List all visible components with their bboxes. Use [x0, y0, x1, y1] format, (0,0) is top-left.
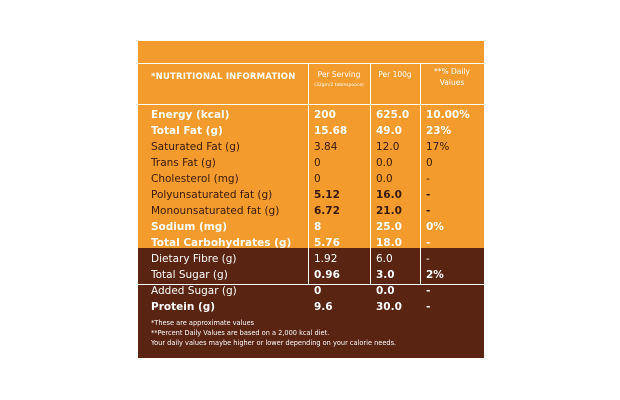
header-top-border [138, 63, 484, 64]
row-label: Trans Fat (g) [151, 157, 216, 169]
row-label: Sodium (mg) [151, 221, 228, 233]
row-per-100g: 3.0 [376, 269, 395, 281]
column-divider-3 [420, 63, 421, 284]
row-per-100g: 0.0 [376, 285, 395, 297]
footnote-2: **Percent Daily Values are based on a 2,… [151, 329, 330, 337]
column-divider-1 [308, 63, 309, 284]
row-per-100g: 16.0 [376, 189, 402, 201]
row-daily-value: 0 [426, 157, 433, 169]
row-daily-value: 23% [426, 125, 452, 137]
row-per-serving: 6.72 [314, 205, 340, 217]
daily-values-line2: Values [439, 78, 465, 87]
row-per-100g: 12.0 [376, 141, 400, 153]
row-label: Energy (kcal) [151, 109, 230, 121]
row-per-100g: 6.0 [376, 253, 393, 265]
row-daily-value: - [426, 301, 431, 313]
row-daily-value: 17% [426, 141, 450, 153]
column-divider-2 [370, 63, 371, 284]
row-per-100g: 18.0 [376, 237, 402, 249]
table-title: *NUTRITIONAL INFORMATION [151, 72, 296, 82]
row-per-serving: 5.12 [314, 189, 340, 201]
row-per-100g: 0.0 [376, 173, 393, 185]
row-per-serving: 8 [314, 221, 322, 233]
row-per-serving: 3.84 [314, 141, 338, 153]
row-label: Protein (g) [151, 301, 216, 313]
row-per-serving: 0.96 [314, 269, 340, 281]
row-daily-value: - [426, 205, 431, 217]
row-per-100g: 0.0 [376, 157, 393, 169]
row-label: Monounsaturated fat (g) [151, 205, 280, 217]
row-daily-value: 2% [426, 269, 444, 281]
row-daily-value: 10.00% [426, 109, 470, 121]
row-daily-value: - [426, 173, 430, 185]
daily-values-line1: **% Daily [434, 67, 470, 76]
row-label: Saturated Fat (g) [151, 141, 241, 153]
row-daily-value: - [426, 253, 430, 265]
row-per-serving: 5.76 [314, 237, 340, 249]
row-per-serving: 1.92 [314, 253, 338, 265]
row-label: Total Fat (g) [151, 125, 223, 137]
lower-section-background [138, 248, 484, 358]
row-per-100g: 25.0 [376, 221, 402, 233]
row-per-serving: 0 [314, 285, 322, 297]
table-bottom-border [138, 284, 484, 285]
row-label: Total Sugar (g) [151, 269, 228, 281]
row-per-serving: 0 [314, 157, 321, 169]
row-per-100g: 49.0 [376, 125, 402, 137]
per-serving-label: Per Serving [317, 70, 361, 79]
row-per-100g: 30.0 [376, 301, 402, 313]
row-per-serving: 15.68 [314, 125, 348, 137]
row-per-100g: 625.0 [376, 109, 410, 121]
header-bottom-border [138, 104, 484, 105]
row-label: Added Sugar (g) [151, 285, 237, 297]
row-per-100g: 21.0 [376, 205, 402, 217]
per-serving-sublabel: (32gm/2 tablespoons) [314, 83, 364, 88]
column-header-per-serving: Per Serving (32gm/2 tablespoons) [308, 69, 370, 91]
column-header-per-100g: Per 100g [378, 70, 412, 79]
row-daily-value: - [426, 189, 431, 201]
row-daily-value: - [426, 285, 431, 297]
nutrition-panel: *NUTRITIONAL INFORMATION Per Serving (32… [138, 41, 484, 358]
footnote-3: Your daily values maybe higher or lower … [151, 339, 397, 347]
row-label: Cholesterol (mg) [151, 173, 239, 185]
row-daily-value: 0% [426, 221, 444, 233]
column-header-daily-values: **% Daily Values [420, 66, 484, 88]
row-label: Dietary Fibre (g) [151, 253, 237, 265]
row-per-serving: 0 [314, 173, 321, 185]
footnote-1: *These are approximate values [151, 319, 255, 327]
row-daily-value: - [426, 237, 431, 249]
row-label: Polyunsaturated fat (g) [151, 189, 273, 201]
row-per-serving: 200 [314, 109, 336, 121]
row-per-serving: 9.6 [314, 301, 333, 313]
row-label: Total Carbohydrates (g) [151, 237, 292, 249]
